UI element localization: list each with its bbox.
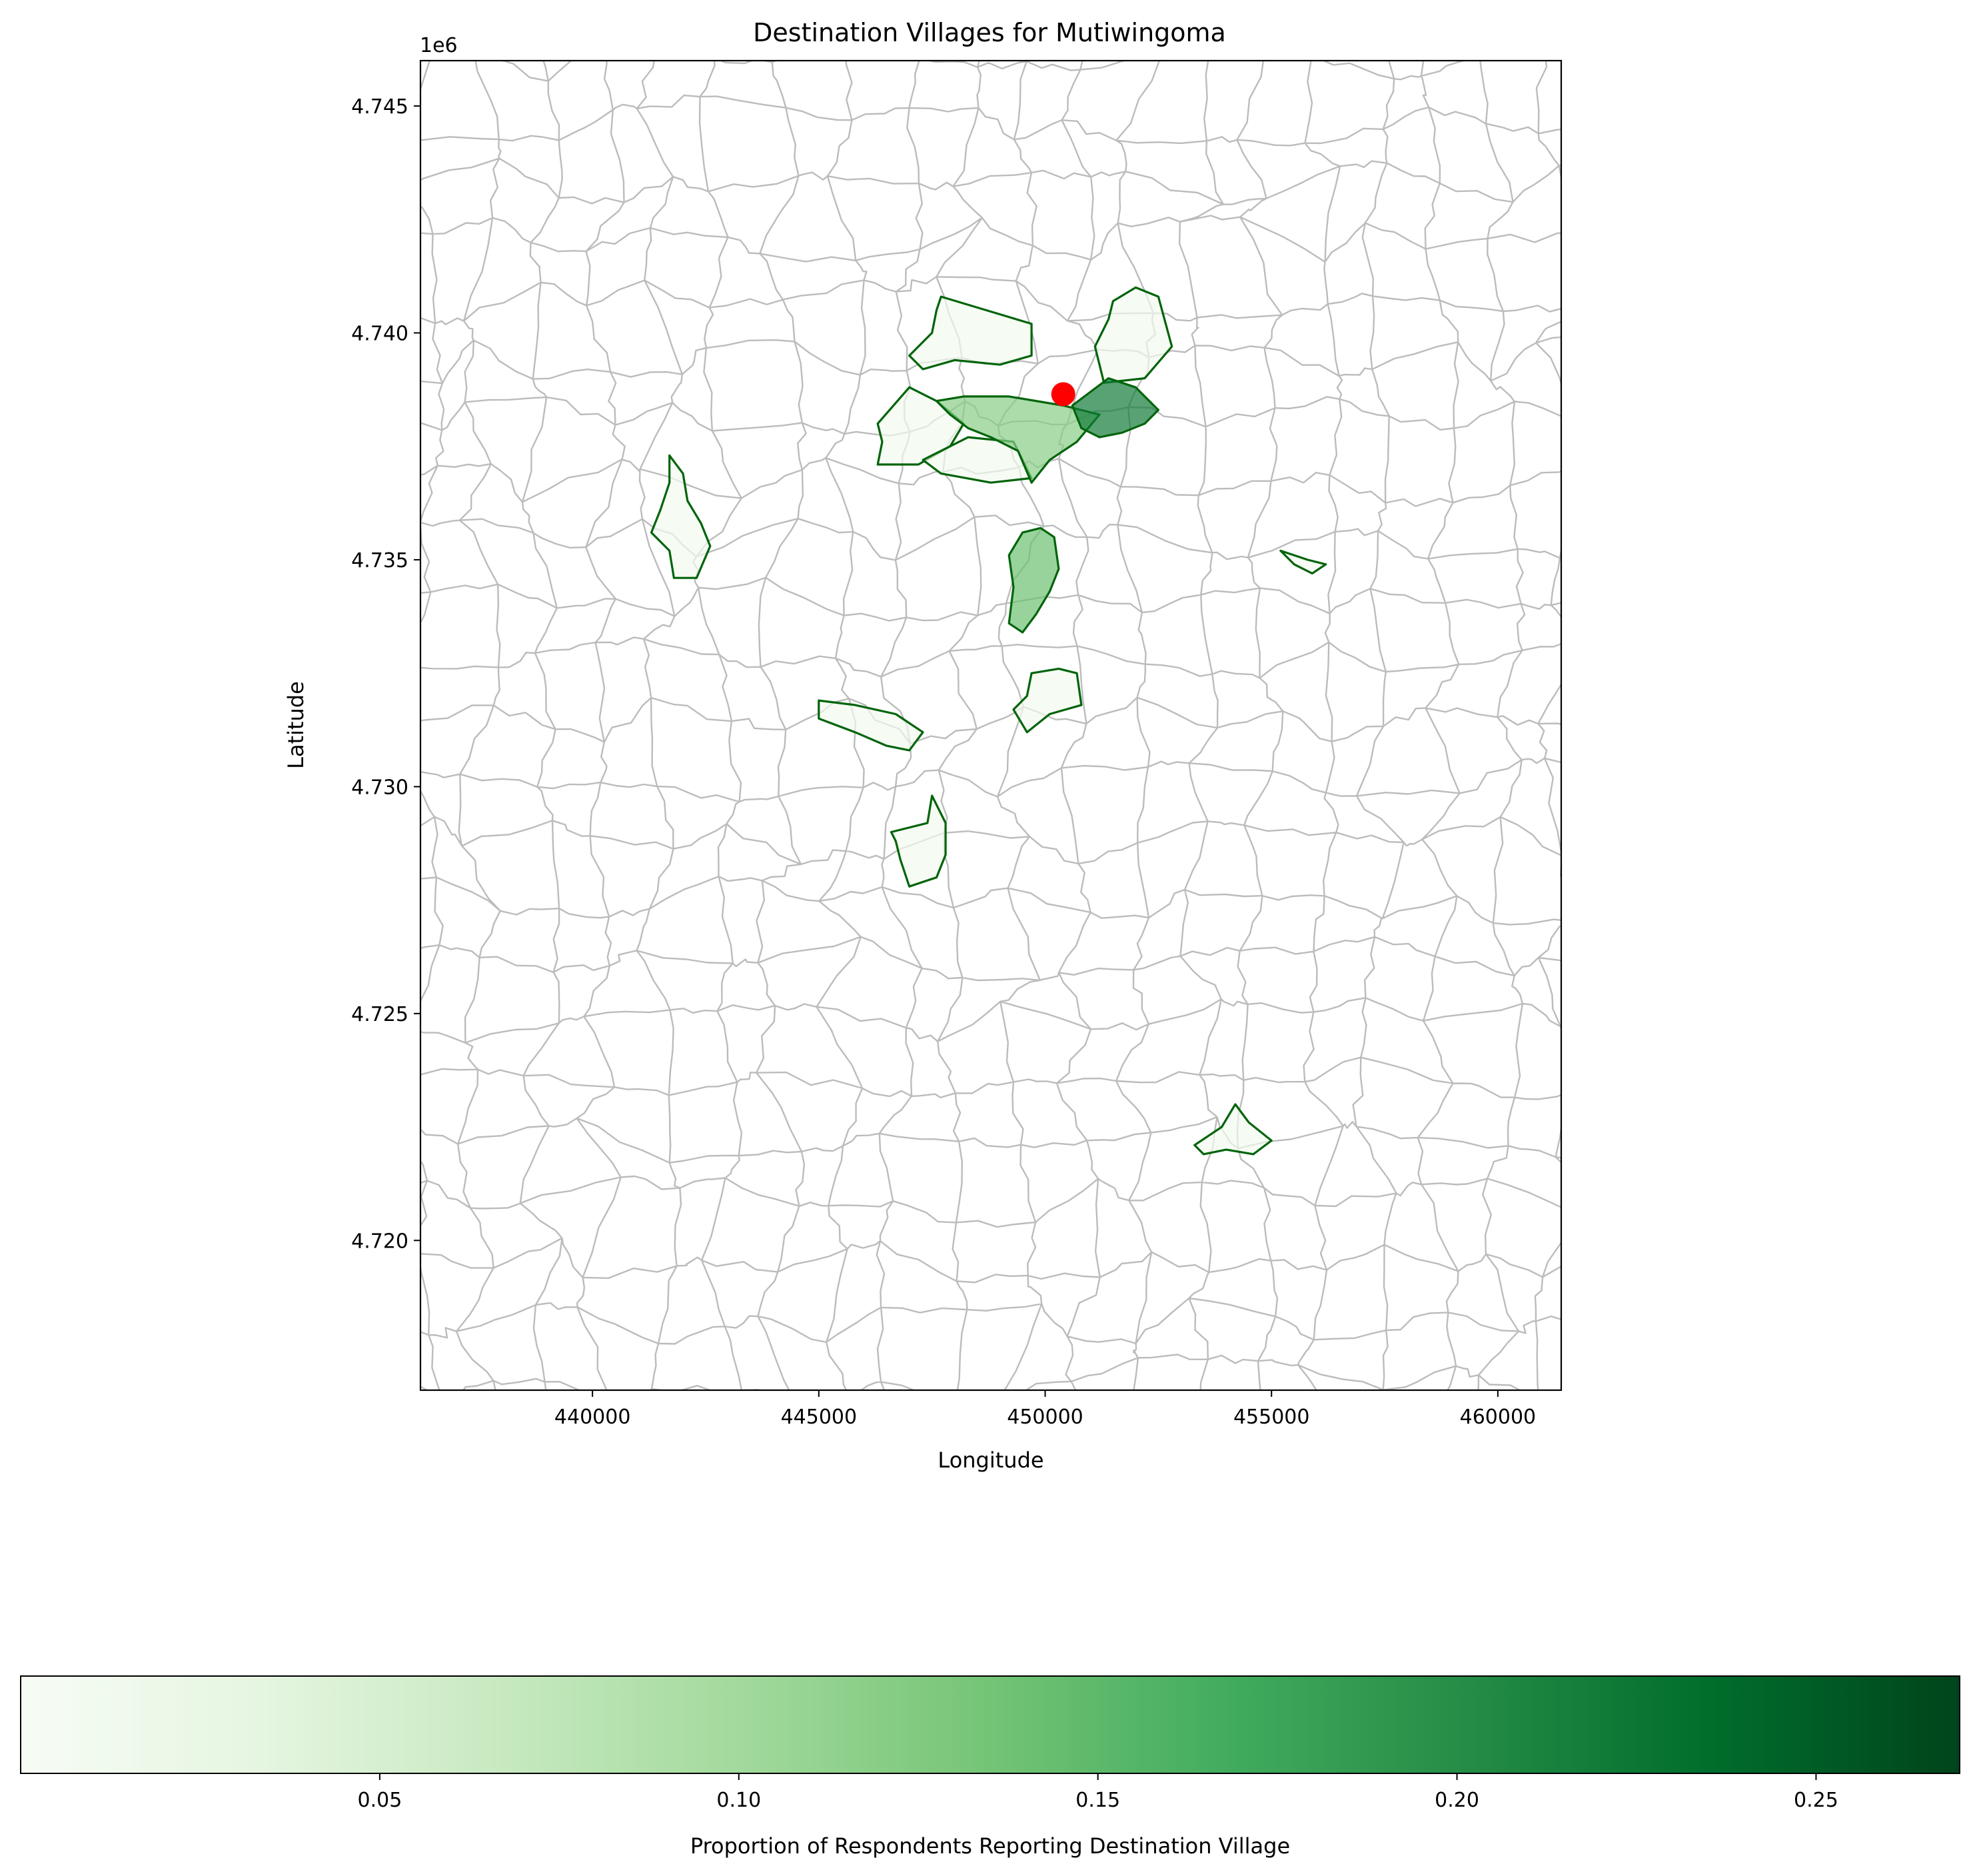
y-offset-label: 1e6	[420, 34, 458, 57]
boundary-mesh	[336, 0, 1701, 1524]
destination-west-elongated	[819, 700, 923, 750]
colorbar	[21, 1676, 1960, 1773]
y-tick-label: 4.720	[351, 1230, 408, 1253]
y-tick-label: 4.745	[351, 95, 408, 119]
y-tick-label: 4.725	[351, 1003, 408, 1026]
destination-central-elongated	[1009, 528, 1059, 632]
village-boundaries	[336, 0, 1701, 1524]
map-axes-frame	[420, 61, 1561, 1390]
colorbar-tick-label: 0.20	[1435, 1789, 1479, 1812]
x-tick-label: 460000	[1460, 1406, 1537, 1429]
destination-east-of-origin	[1072, 379, 1158, 438]
destination-villages	[652, 287, 1326, 1154]
colorbar-tick-label: 0.15	[1075, 1789, 1120, 1812]
colorbar-tick-label: 0.25	[1794, 1789, 1838, 1812]
colorbar-tick-label: 0.10	[716, 1789, 761, 1812]
x-tick-label: 450000	[1007, 1406, 1083, 1429]
destination-south-west	[892, 796, 946, 886]
origin-layer	[1051, 382, 1075, 406]
y-tick-label: 4.730	[351, 776, 408, 799]
origin-marker	[1051, 382, 1075, 406]
y-tick-label: 4.740	[351, 323, 408, 346]
destination-far-south	[1195, 1104, 1272, 1154]
destination-north-thin	[910, 297, 1031, 369]
y-tick-label: 4.735	[351, 549, 408, 572]
x-axis-label: Longitude	[938, 1447, 1043, 1473]
y-axis-label: Latitude	[283, 681, 309, 769]
x-tick-label: 440000	[554, 1406, 631, 1429]
x-axis-ticks: 440000 445000 450000 455000 460000	[554, 1390, 1536, 1429]
destination-east-tiny	[1281, 550, 1326, 573]
x-tick-label: 455000	[1233, 1406, 1310, 1429]
destination-center-small	[1013, 668, 1081, 732]
colorbar-tick-label: 0.05	[357, 1789, 402, 1812]
y-axis-ticks: 4.720 4.725 4.730 4.735 4.740 4.745	[351, 95, 420, 1253]
colorbar-ticks: 0.05 0.10 0.15 0.20 0.25	[357, 1773, 1838, 1812]
map-title: Destination Villages for Mutiwingoma	[753, 18, 1226, 47]
destination-north-east-strip	[1095, 287, 1171, 383]
x-tick-label: 445000	[781, 1406, 858, 1429]
colorbar-label: Proportion of Respondents Reporting Dest…	[690, 1833, 1290, 1859]
